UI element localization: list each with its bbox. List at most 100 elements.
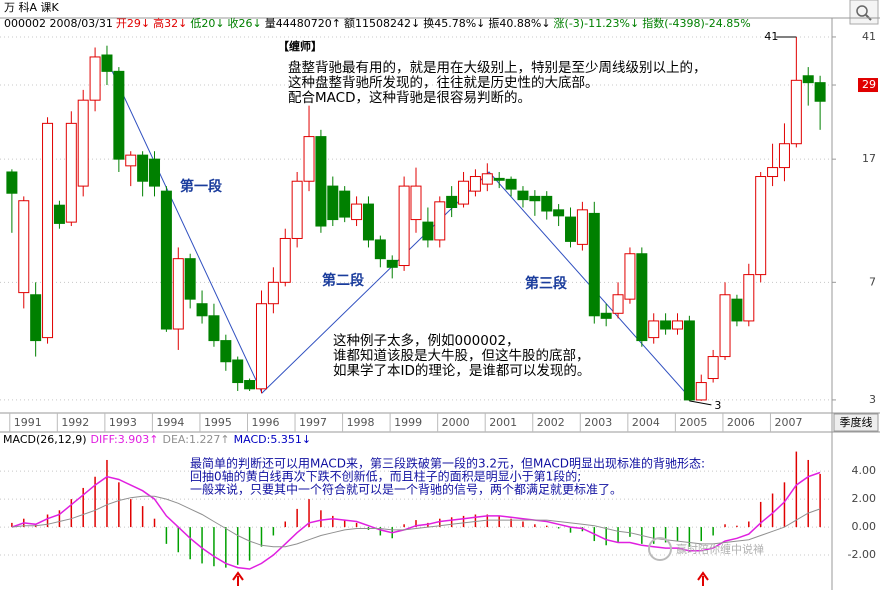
- quote-item: 量44480720↑: [265, 17, 341, 30]
- candle-body: [422, 221, 434, 241]
- x-tick-label: 1995: [204, 416, 232, 429]
- candle-body: [612, 294, 624, 314]
- note: 谁都知道该股是大牛股，但这牛股的底部，: [333, 347, 590, 364]
- x-tick-label: 2003: [584, 416, 612, 429]
- y-tick-label: 17: [862, 152, 876, 165]
- candle-body: [588, 212, 600, 317]
- candle-body: [481, 173, 493, 185]
- note: 配合MACD，这种背驰是很容易判断的。: [288, 89, 531, 106]
- y-tick-label: 4.00: [852, 464, 877, 477]
- layers: 000002 2008/03/31 开29↓ 高32↓ 低20↓ 收26↓ 量444807…: [0, 16, 879, 570]
- candle-body: [172, 258, 184, 330]
- author: 【缠师】: [278, 39, 322, 53]
- x-tick-label: 1992: [61, 416, 89, 429]
- candle-body: [398, 185, 410, 267]
- candle-body: [386, 259, 398, 268]
- legend-entry: MACD:5.351↓: [234, 433, 311, 446]
- candle-body: [671, 320, 683, 330]
- y-tick-label: 7: [869, 275, 876, 288]
- y-tick-label: 41: [862, 30, 876, 43]
- watermark: 赢时陪你缠中说禅: [676, 542, 764, 556]
- quote-item: 开29↓: [116, 17, 150, 30]
- candle-body: [208, 315, 220, 342]
- candle-body: [731, 298, 743, 322]
- candle-body: [648, 320, 660, 339]
- candle-body: [743, 274, 755, 322]
- candle-body: [327, 185, 339, 221]
- candle-body: [279, 237, 291, 283]
- x-tick-label: 2007: [774, 416, 802, 429]
- x-tick-label: 2000: [442, 416, 470, 429]
- min-marker: [689, 400, 712, 406]
- quote-item: 高32↓: [153, 16, 187, 30]
- candle-body: [89, 56, 101, 101]
- candle-body: [755, 176, 767, 276]
- note: 如果学了本ID的理论，是谁都可以发现的。: [333, 363, 590, 379]
- candle-body: [18, 200, 30, 294]
- quote-item: 额11508242↓: [344, 17, 420, 30]
- candle-body: [778, 143, 790, 169]
- legend-entry: DIFF:3.903↑: [91, 433, 159, 446]
- y-tick-label: -2.00: [848, 548, 876, 561]
- candle-body: [802, 75, 814, 84]
- macd-note: 一般来说，只要其中一个符合就可以是一个背驰的信号，两个都满足就更标准了。: [190, 482, 622, 497]
- candle-body: [137, 154, 149, 182]
- candle-body: [315, 136, 327, 227]
- note: 这种盘整背驰所发现的，往往就是历史性的大底部。: [288, 74, 599, 91]
- quote-item: 涨(-3)-11.23%↓: [554, 17, 640, 30]
- period-label: 季度线: [840, 415, 873, 429]
- period-box: [833, 413, 879, 432]
- x-tick-label: 2006: [727, 416, 755, 429]
- x-tick-label: 1991: [14, 416, 42, 429]
- stock-title: 万 科A 课K: [4, 0, 60, 14]
- x-tick-label: 1998: [347, 416, 375, 429]
- candle-body: [683, 320, 695, 401]
- zoom-icon[interactable]: [856, 5, 868, 17]
- candle-body: [458, 180, 470, 205]
- quote-item: 低20↓: [190, 17, 224, 30]
- candle-body: [351, 203, 363, 221]
- candle-body: [814, 82, 826, 102]
- macd-line: [11, 495, 821, 548]
- y-tick-label: 0.00: [852, 520, 877, 533]
- candle-body: [160, 190, 172, 330]
- segment-label: 第一段: [180, 178, 222, 195]
- candle-body: [529, 195, 541, 202]
- segment-label: 第二段: [322, 272, 364, 289]
- arrow: [232, 571, 244, 586]
- candle-body: [6, 171, 18, 194]
- candle-body: [600, 312, 612, 319]
- y-tick-label: 2.00: [852, 492, 877, 505]
- candle-body: [576, 209, 588, 245]
- candle-body: [53, 204, 65, 224]
- candle-body: [790, 79, 802, 145]
- quote-item: 换45.78%↓: [423, 16, 485, 30]
- candle-body: [113, 70, 125, 160]
- candle-body: [636, 253, 648, 342]
- toolbar-icon[interactable]: [849, 0, 879, 25]
- note: 这种例子太多，例如000002，: [333, 332, 520, 349]
- candle-body: [446, 195, 458, 209]
- y-tick-label: 29: [862, 78, 876, 91]
- min-label: 3: [714, 399, 721, 412]
- candle-body: [719, 294, 731, 358]
- candle-body: [149, 158, 161, 187]
- candle-body: [660, 320, 672, 330]
- candle-body: [303, 136, 315, 182]
- quote-item: 收26↓: [228, 16, 262, 30]
- candle-body: [244, 380, 256, 390]
- x-tick-label: 2001: [489, 416, 517, 429]
- x-tick-label: 2002: [537, 416, 565, 429]
- candle-body: [267, 281, 279, 305]
- candle-body: [65, 122, 77, 223]
- segment-label: 第三段: [525, 275, 567, 292]
- candle-body: [374, 239, 386, 260]
- quote-item: 振40.88%↓: [488, 16, 550, 30]
- arrow: [697, 571, 709, 586]
- candle-body: [707, 356, 719, 380]
- candle-body: [220, 340, 232, 363]
- current-price-box: [858, 78, 878, 93]
- candle-body: [255, 303, 267, 390]
- candle-body: [541, 195, 553, 212]
